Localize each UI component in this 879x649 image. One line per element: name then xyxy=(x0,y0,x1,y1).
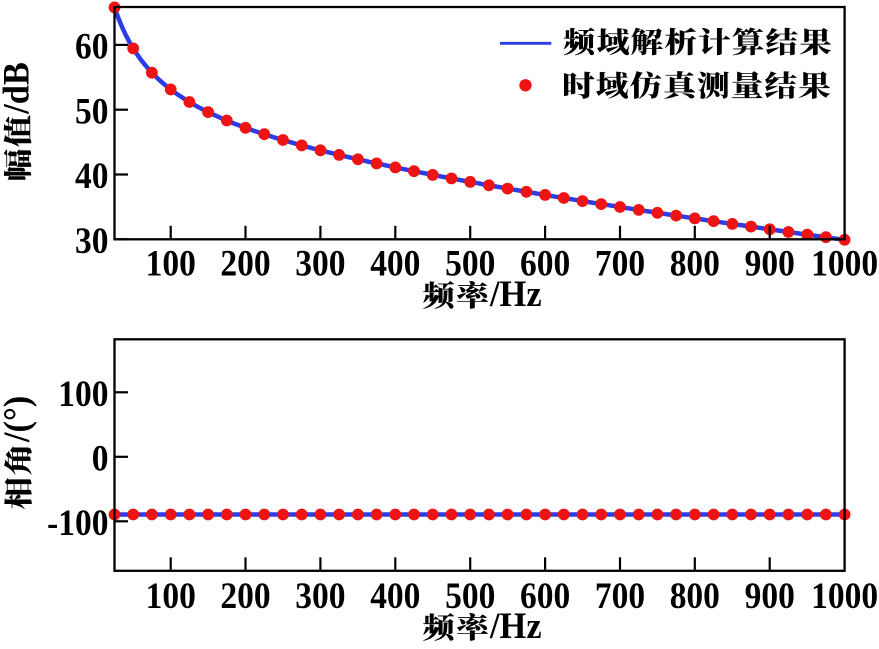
svg-text:/dB: /dB xyxy=(0,62,37,115)
svg-text:900: 900 xyxy=(745,243,795,284)
svg-text:/Hz: /Hz xyxy=(489,273,542,314)
svg-text:100: 100 xyxy=(146,243,196,284)
svg-text:60: 60 xyxy=(75,26,108,67)
svg-text:-100: -100 xyxy=(47,502,108,543)
svg-text:/(°): /(°) xyxy=(0,396,37,443)
svg-text:0: 0 xyxy=(92,438,109,479)
svg-text:800: 800 xyxy=(670,243,720,284)
svg-text:500: 500 xyxy=(445,575,495,616)
svg-text:300: 300 xyxy=(295,243,345,284)
svg-text:100: 100 xyxy=(58,373,108,414)
svg-text:200: 200 xyxy=(220,243,270,284)
svg-text:50: 50 xyxy=(75,91,108,132)
svg-text:700: 700 xyxy=(595,243,645,284)
svg-text:1000: 1000 xyxy=(811,575,878,616)
svg-text:/Hz: /Hz xyxy=(489,605,542,646)
svg-text:400: 400 xyxy=(370,575,420,616)
svg-text:900: 900 xyxy=(745,575,795,616)
svg-text:200: 200 xyxy=(220,575,270,616)
svg-text:700: 700 xyxy=(595,575,645,616)
svg-text:300: 300 xyxy=(295,575,345,616)
svg-text:500: 500 xyxy=(445,243,495,284)
svg-text:800: 800 xyxy=(670,575,720,616)
svg-text:600: 600 xyxy=(520,575,570,616)
svg-text:40: 40 xyxy=(75,156,108,197)
svg-text:400: 400 xyxy=(370,243,420,284)
svg-text:600: 600 xyxy=(520,243,570,284)
svg-text:1000: 1000 xyxy=(811,243,878,284)
svg-text:30: 30 xyxy=(75,220,108,261)
svg-text:100: 100 xyxy=(146,575,196,616)
